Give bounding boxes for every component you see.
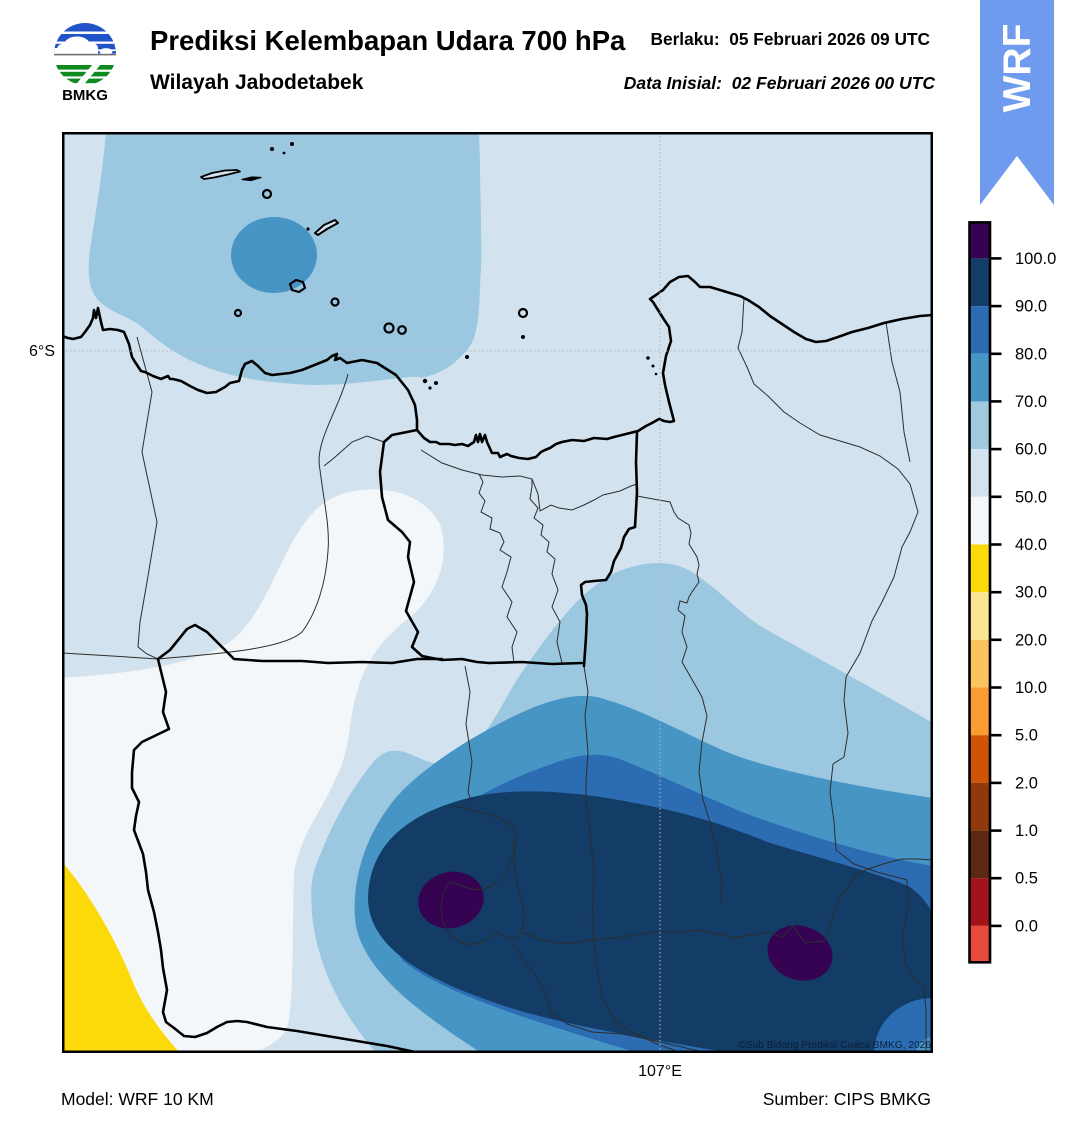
svg-text:1.0: 1.0 [1015, 822, 1038, 840]
svg-text:5.0: 5.0 [1015, 727, 1038, 745]
svg-text:100.0: 100.0 [1015, 250, 1056, 268]
svg-text:WRF: WRF [996, 24, 1039, 113]
svg-text:50.0: 50.0 [1015, 488, 1047, 506]
svg-text:20.0: 20.0 [1015, 631, 1047, 649]
svg-text:80.0: 80.0 [1015, 345, 1047, 363]
svg-text:BMKG: BMKG [62, 87, 108, 102]
svg-text:60.0: 60.0 [1015, 441, 1047, 459]
svg-text:70.0: 70.0 [1015, 393, 1047, 411]
svg-text:10.0: 10.0 [1015, 679, 1047, 697]
svg-text:40.0: 40.0 [1015, 536, 1047, 554]
svg-text:0.0: 0.0 [1015, 917, 1038, 935]
svg-text:0.5: 0.5 [1015, 870, 1038, 888]
svg-text:2.0: 2.0 [1015, 774, 1038, 792]
svg-text:©Sub Bidang Prediksi Cuaca BMK: ©Sub Bidang Prediksi Cuaca BMKG, 2026 [738, 1040, 931, 1051]
svg-text:30.0: 30.0 [1015, 584, 1047, 602]
svg-text:90.0: 90.0 [1015, 298, 1047, 316]
